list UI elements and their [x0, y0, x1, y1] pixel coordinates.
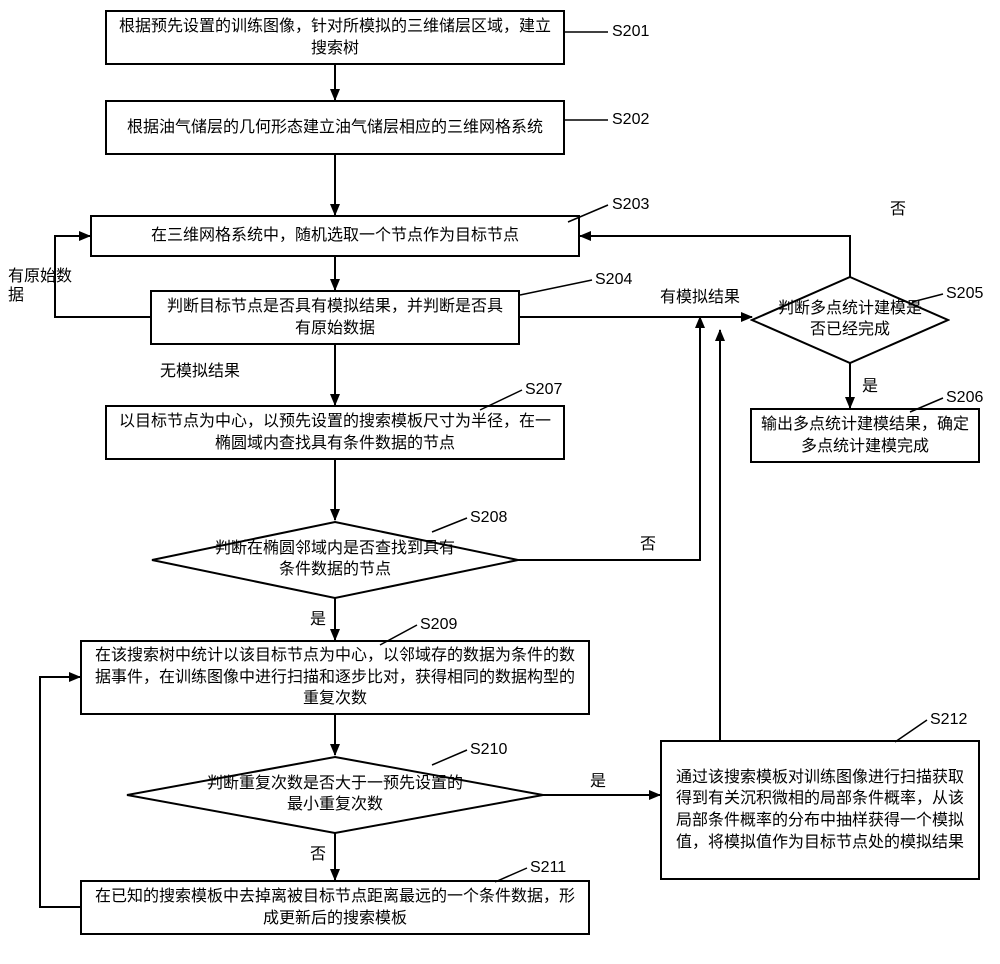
label-s212: S212 [930, 710, 967, 729]
node-s211: 在已知的搜索模板中去掉离被目标节点距离最远的一个条件数据，形成更新后的搜索模板 [80, 880, 590, 935]
label-s206: S206 [946, 388, 983, 407]
node-s209-text: 在该搜索树中统计以该目标节点为中心，以邻域存的数据为条件的数据事件，在训练图像中… [90, 645, 580, 710]
node-s206-text: 输出多点统计建模结果，确定多点统计建模完成 [760, 414, 970, 457]
node-s201-text: 根据预先设置的训练图像，针对所模拟的三维储层区域，建立搜索树 [115, 16, 555, 59]
edge-has-sim: 有模拟结果 [660, 288, 740, 307]
label-s201: S201 [612, 22, 649, 41]
node-s211-text: 在已知的搜索模板中去掉离被目标节点距离最远的一个条件数据，形成更新后的搜索模板 [90, 886, 580, 929]
node-s205-text: 判断多点统计建模是否已经完成 [778, 299, 922, 341]
node-s203: 在三维网格系统中，随机选取一个节点作为目标节点 [90, 215, 580, 257]
node-s201: 根据预先设置的训练图像，针对所模拟的三维储层区域，建立搜索树 [105, 10, 565, 65]
node-s208-text: 判断在椭圆邻域内是否查找到具有条件数据的节点 [210, 539, 460, 581]
edge-s208-yes: 是 [310, 610, 326, 629]
node-s210-text: 判断重复次数是否大于一预先设置的最小重复次数 [200, 774, 470, 816]
label-s209: S209 [420, 615, 457, 634]
node-s202-text: 根据油气储层的几何形态建立油气储层相应的三维网格系统 [127, 117, 543, 139]
node-s208: 判断在椭圆邻域内是否查找到具有条件数据的节点 [150, 520, 520, 600]
edge-s205-no: 否 [890, 200, 906, 219]
label-s207: S207 [525, 380, 562, 399]
label-s208: S208 [470, 508, 507, 527]
flowchart-canvas: 根据预先设置的训练图像，针对所模拟的三维储层区域，建立搜索树 S201 根据油气… [0, 0, 1000, 964]
edge-s210-yes: 是 [590, 772, 606, 791]
node-s204: 判断目标节点是否具有模拟结果，并判断是否具有原始数据 [150, 290, 520, 345]
node-s202: 根据油气储层的几何形态建立油气储层相应的三维网格系统 [105, 100, 565, 155]
node-s207-text: 以目标节点为中心，以预先设置的搜索模板尺寸为半径，在一椭圆域内查找具有条件数据的… [115, 411, 555, 454]
edge-s208-no: 否 [640, 535, 656, 554]
label-s205: S205 [946, 284, 983, 303]
label-s210: S210 [470, 740, 507, 759]
node-s206: 输出多点统计建模结果，确定多点统计建模完成 [750, 408, 980, 463]
node-s212-text: 通过该搜索模板对训练图像进行扫描获取得到有关沉积微相的局部条件概率，从该局部条件… [670, 767, 970, 853]
label-s211: S211 [530, 858, 566, 877]
edge-no-sim: 无模拟结果 [160, 362, 240, 381]
label-s203: S203 [612, 195, 649, 214]
edge-s210-no: 否 [310, 845, 326, 864]
node-s207: 以目标节点为中心，以预先设置的搜索模板尺寸为半径，在一椭圆域内查找具有条件数据的… [105, 405, 565, 460]
node-s210: 判断重复次数是否大于一预先设置的最小重复次数 [125, 755, 545, 835]
node-s203-text: 在三维网格系统中，随机选取一个节点作为目标节点 [151, 225, 519, 247]
label-s202: S202 [612, 110, 649, 129]
edge-s205-yes: 是 [862, 377, 878, 396]
edge-has-raw: 有原始数据 [8, 267, 78, 305]
label-s204: S204 [595, 270, 632, 289]
node-s212: 通过该搜索模板对训练图像进行扫描获取得到有关沉积微相的局部条件概率，从该局部条件… [660, 740, 980, 880]
node-s209: 在该搜索树中统计以该目标节点为中心，以邻域存的数据为条件的数据事件，在训练图像中… [80, 640, 590, 715]
node-s204-text: 判断目标节点是否具有模拟结果，并判断是否具有原始数据 [160, 296, 510, 339]
node-s205: 判断多点统计建模是否已经完成 [750, 275, 950, 365]
